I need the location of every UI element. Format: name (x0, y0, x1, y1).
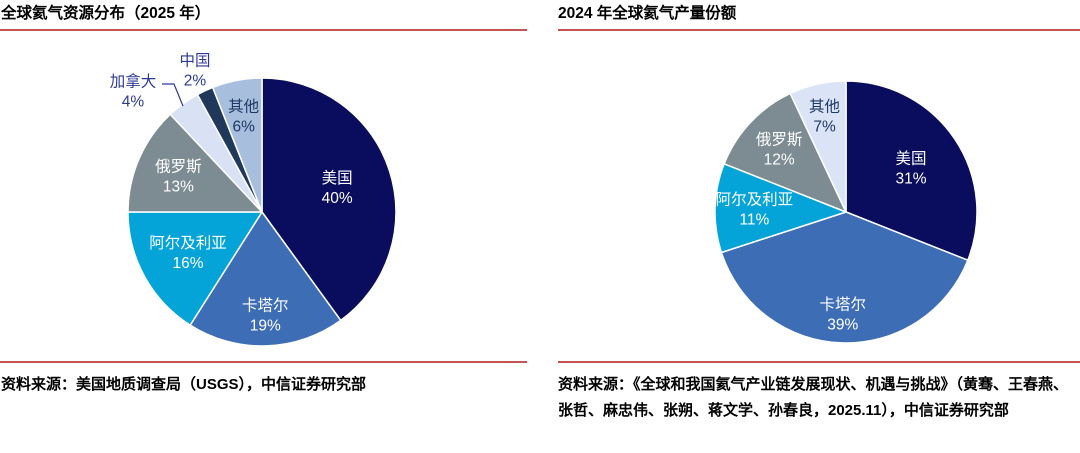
pie-slice-阿尔及利亚 (127, 211, 263, 326)
pie-slice-俄罗斯 (127, 113, 263, 213)
pie-slice-卡塔尔 (189, 211, 342, 347)
panel-helium-resource-distribution: 全球氦气资源分布（2025 年） 美国 40% 卡塔尔 19% 阿尔及利亚 16% 俄罗斯 1… (0, 5, 527, 393)
pie-slice-美国 (261, 77, 397, 322)
pie-label-卡塔尔: 卡塔尔 19% (242, 297, 289, 335)
pie-chart-production-share: 美国 31% 卡塔尔 39% 阿尔及利亚 11% 俄罗斯 12%其他 7% (714, 80, 978, 344)
pie-label-俄罗斯: 俄罗斯 12% (756, 131, 803, 169)
pie-slice-俄罗斯 (723, 92, 847, 213)
pie-label-中国: 中国 2% (179, 52, 210, 90)
pie-label-美国: 美国 31% (895, 149, 926, 187)
pie-slice-美国 (845, 80, 978, 261)
pie-label-阿尔及利亚: 阿尔及利亚 11% (716, 191, 794, 229)
source-rule-left (0, 361, 527, 363)
pie-label-卡塔尔: 卡塔尔 39% (820, 296, 867, 334)
pie-slice-其他 (211, 77, 263, 213)
source-note-right: 资料来源：《全球和我国氦气产业链发展现状、机遇与挑战》（黄骞、王春燕、张哲、麻忠… (558, 376, 1069, 419)
panel-helium-production-share: 2024 年全球氦气产量份额 美国 31% 卡塔尔 39% 阿尔及利亚 11% 俄罗斯 12%… (540, 0, 1080, 453)
chart-title-resource-distribution: 全球氦气资源分布（2025 年） (1, 5, 211, 22)
pie-label-俄罗斯: 俄罗斯 13% (155, 157, 202, 195)
pie-slice-卡塔尔 (720, 211, 969, 344)
pie-label-其他: 其他 6% (228, 97, 259, 135)
pie-label-美国: 美国 40% (322, 169, 353, 207)
source-rule-right (558, 361, 1080, 363)
leader-line-加拿大 (162, 83, 184, 107)
pie-slice-阿尔及利亚 (714, 163, 847, 254)
pie-chart-resource-distribution: 美国 40% 卡塔尔 19% 阿尔及利亚 16% 俄罗斯 13% 加拿大 4% 中国 2% 其他 6% (110, 52, 397, 347)
chart-title-production-share: 2024 年全球氦气产量份额 (558, 5, 737, 22)
source-note-left: 资料来源：美国地质调查局（USGS），中信证券研究部 (1, 376, 367, 393)
pie-label-其他: 其他 7% (809, 98, 840, 136)
pie-label-加拿大: 加拿大 4% (110, 72, 157, 111)
pie-slice-其他 (789, 80, 847, 213)
title-rule-right (558, 29, 1080, 31)
title-rule-left (0, 29, 527, 31)
pie-label-阿尔及利亚: 阿尔及利亚 16% (149, 234, 227, 272)
